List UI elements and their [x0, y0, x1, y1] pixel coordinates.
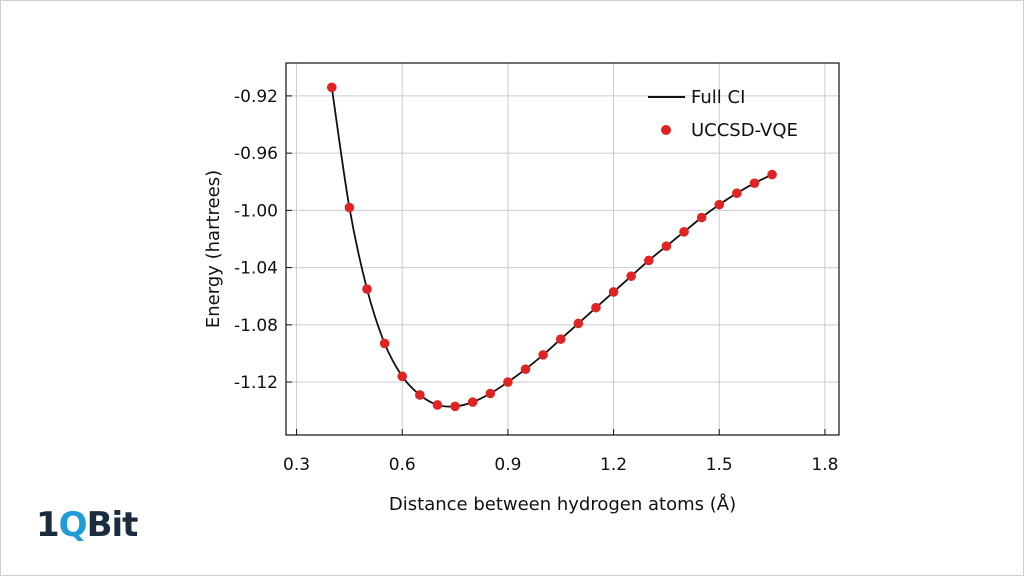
- vqe-point: [344, 202, 355, 213]
- y-tick-label: -1.00: [234, 201, 278, 221]
- plot-area-border: [285, 62, 840, 436]
- legend-label-full-ci: Full CI: [691, 87, 745, 108]
- 1qbit-logo: 1QBit: [36, 505, 139, 545]
- chart-grid: [286, 63, 839, 435]
- chart-series: [326, 82, 777, 412]
- x-tick-label: 1.8: [811, 455, 838, 475]
- legend-label-uccsd-vqe: UCCSD-VQE: [691, 120, 798, 141]
- vqe-point: [362, 284, 372, 294]
- vqe-point: [485, 388, 496, 399]
- vqe-point: [591, 302, 601, 313]
- y-tick-label: -1.12: [234, 373, 278, 393]
- vqe-point: [573, 318, 584, 329]
- vqe-point: [326, 82, 337, 93]
- y-tick-label: -1.08: [234, 316, 278, 336]
- vqe-point: [415, 390, 425, 400]
- x-axis-label: Distance between hydrogen atoms (Å): [389, 493, 736, 515]
- chart-legend: Full CI UCCSD-VQE: [648, 87, 798, 141]
- vqe-point: [503, 377, 513, 387]
- x-tick-label: 0.3: [283, 455, 310, 475]
- x-tick-label: 1.5: [706, 455, 733, 475]
- y-axis-label: Energy (hartrees): [203, 170, 224, 328]
- y-tick-label: -0.92: [234, 87, 278, 107]
- vqe-point: [643, 255, 654, 266]
- vqe-point: [379, 338, 390, 349]
- vqe-point: [520, 364, 531, 374]
- y-tick-label: -0.96: [234, 144, 278, 164]
- y-tick-label: -1.04: [234, 259, 278, 279]
- vqe-point: [749, 178, 760, 188]
- x-tick-label: 1.2: [600, 455, 627, 475]
- logo-part-bit: Bit: [86, 505, 139, 545]
- vqe-point: [714, 199, 725, 210]
- vqe-point: [432, 400, 443, 410]
- logo-part-1: 1: [36, 505, 60, 545]
- vqe-point: [679, 227, 689, 237]
- vqe-point: [626, 271, 636, 281]
- vqe-point: [767, 169, 777, 180]
- vqe-point: [467, 397, 478, 407]
- legend-dot-swatch: [661, 125, 671, 135]
- logo-part-q: Q: [58, 505, 88, 545]
- vqe-point: [397, 371, 408, 382]
- vqe-point: [555, 334, 566, 344]
- vqe-point: [538, 350, 548, 360]
- axis-ticks: 0.3 0.6 0.9 1.2 1.5 1.8 -0.92 -0.96 -1.00 -1.04 -1…: [234, 87, 838, 475]
- x-tick-label: 0.6: [389, 455, 416, 475]
- x-tick-label: 0.9: [494, 455, 521, 475]
- vqe-point: [732, 188, 742, 198]
- vqe-point: [450, 401, 460, 412]
- vqe-point: [696, 212, 707, 223]
- vqe-point: [608, 287, 619, 297]
- vqe-point: [661, 241, 672, 251]
